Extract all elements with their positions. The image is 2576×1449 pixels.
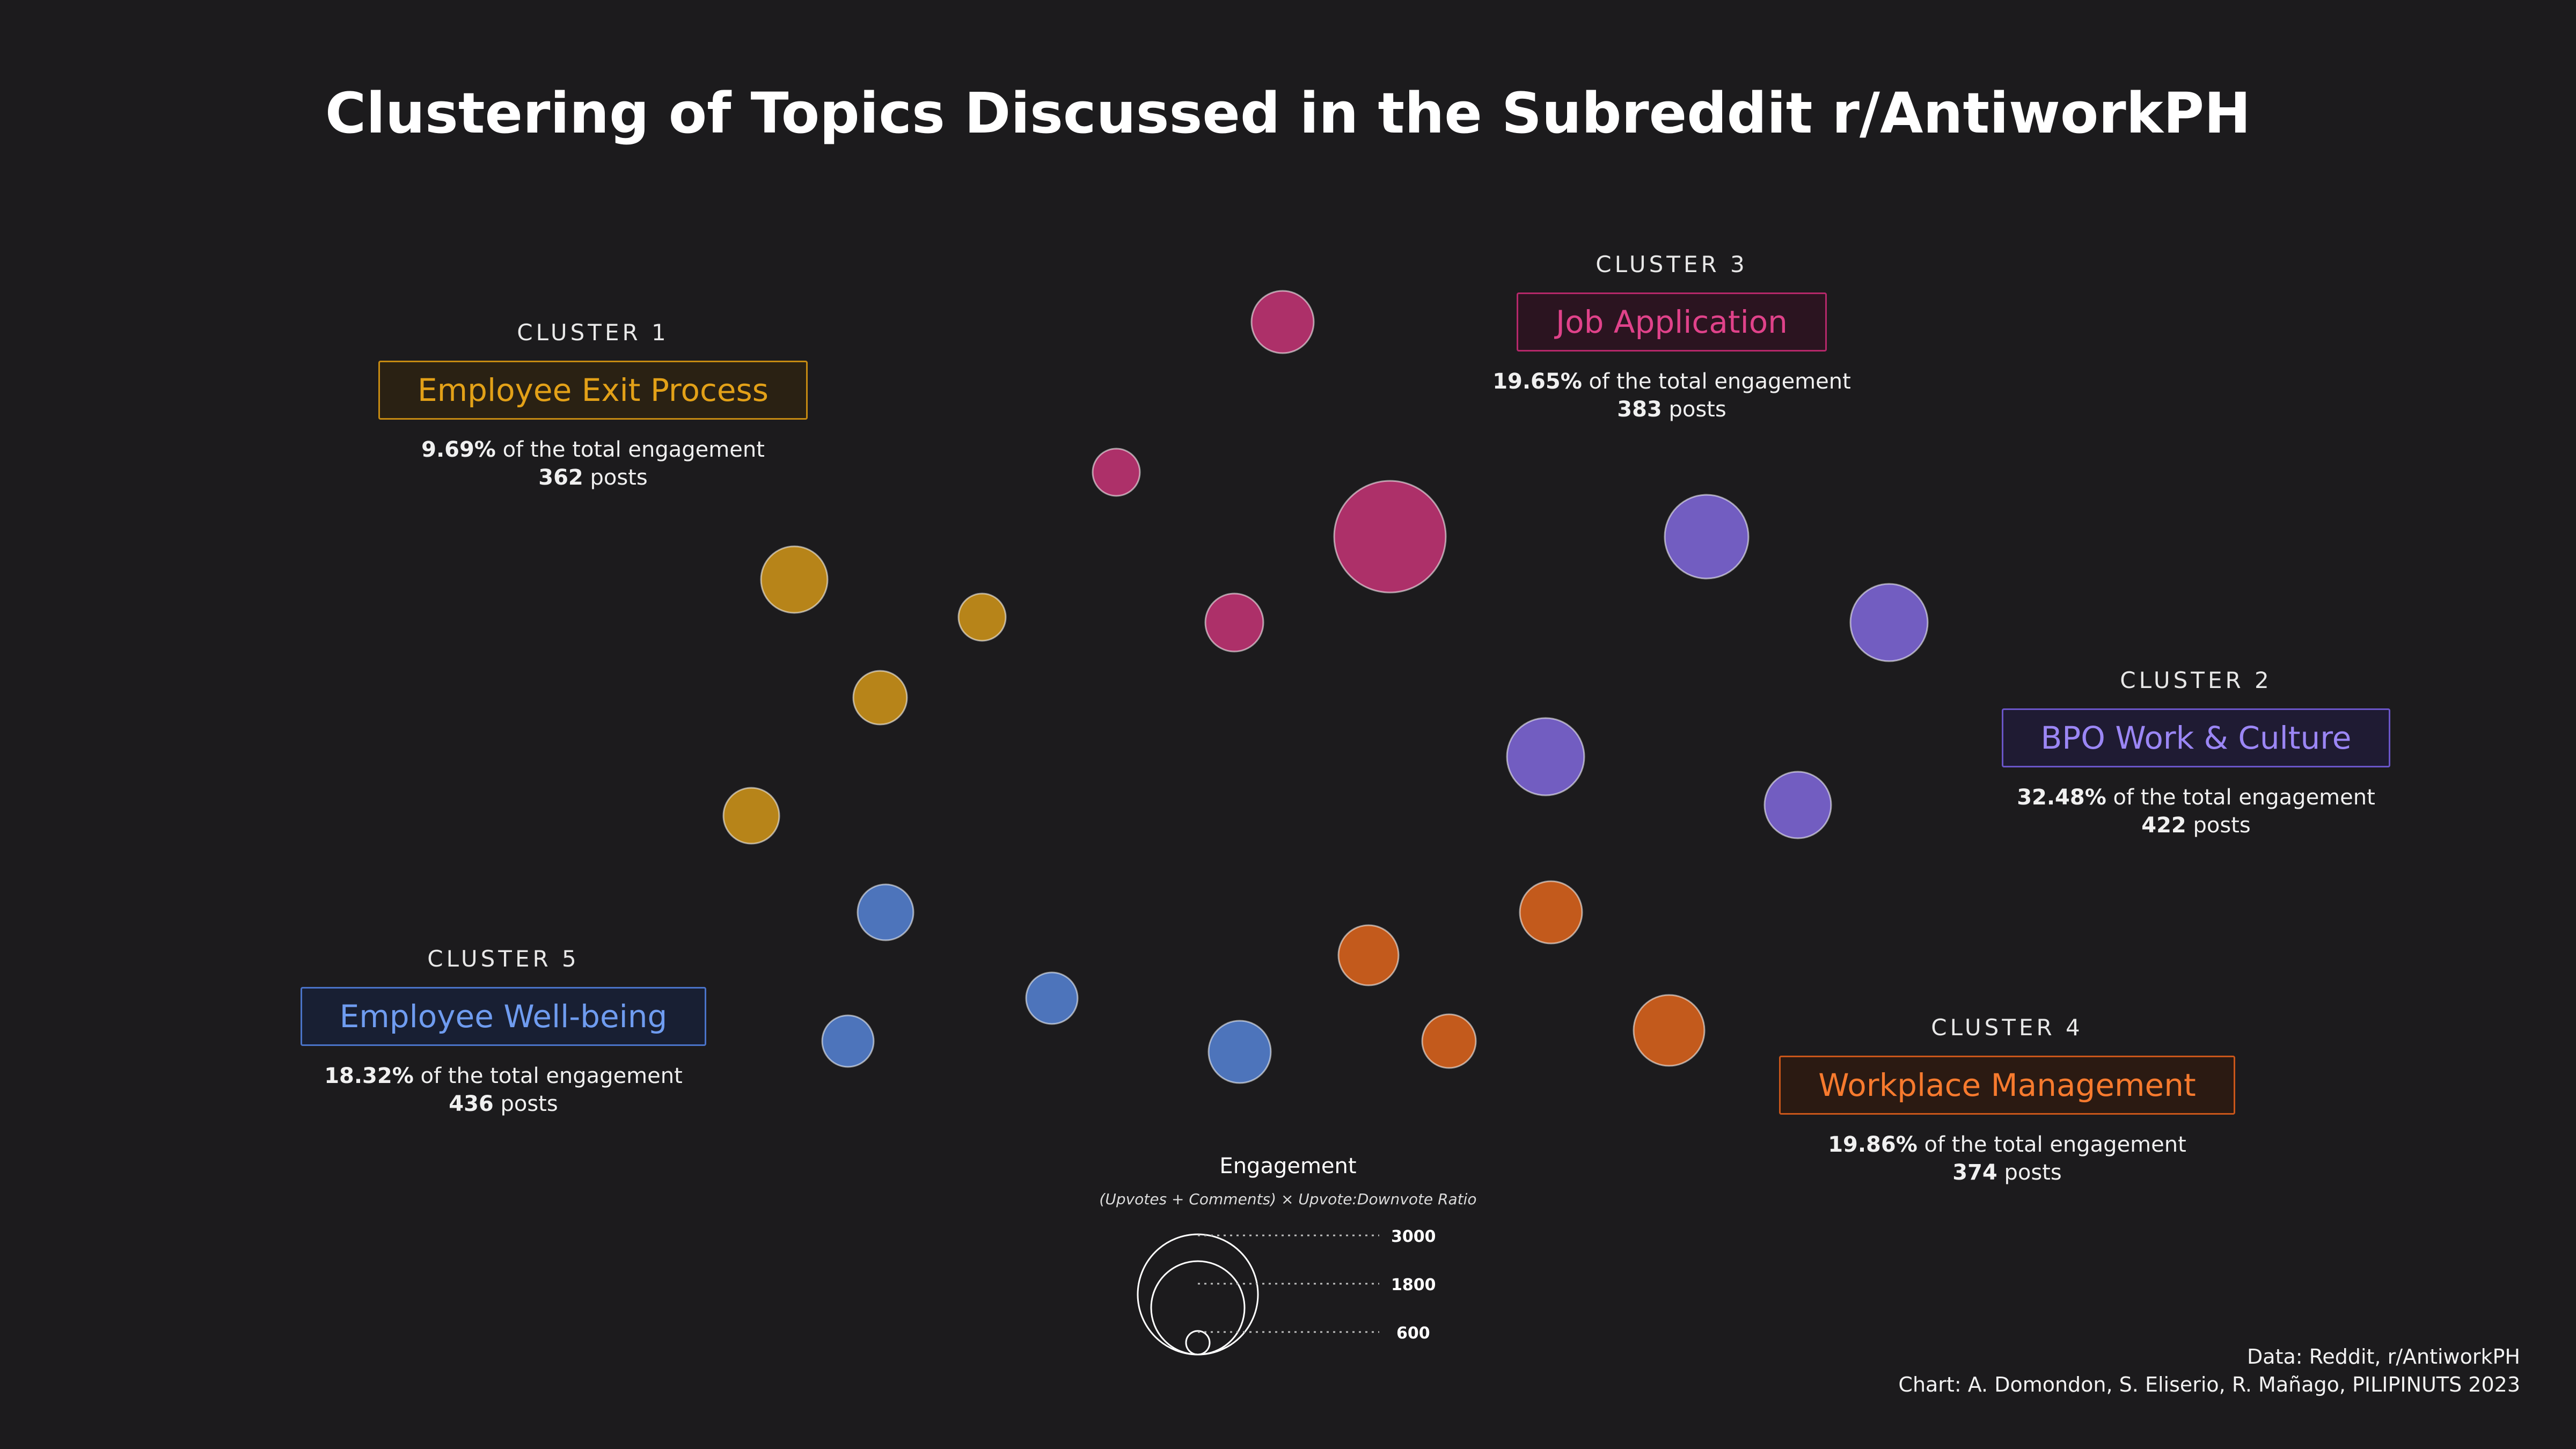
- cluster-1-name: Employee Exit Process: [378, 361, 808, 420]
- cluster-2-bubble-1: [1506, 717, 1585, 796]
- cluster-5-bubble-2: [1025, 971, 1079, 1025]
- cluster-3-bubble-1: [1333, 480, 1447, 594]
- engagement-size-legend: 3000 1800 600: [1137, 1227, 1436, 1356]
- cluster-5-label: CLUSTER 5 Employee Well-being 18.32% of …: [208, 946, 799, 1118]
- cluster-2-label: CLUSTER 2 BPO Work & Culture 32.48% of t…: [1901, 667, 2491, 839]
- cluster-5-bubble-3: [1208, 1020, 1272, 1084]
- legend-subtitle: (Upvotes + Comments) × Upvote:Downvote R…: [1099, 1190, 1477, 1208]
- cluster-3-label: CLUSTER 3 Job Application 19.65% of the …: [1377, 251, 1967, 423]
- cluster-2-name: BPO Work & Culture: [2001, 708, 2391, 767]
- cluster-1-bubble-1: [760, 545, 829, 614]
- cluster-4-bubble-4: [1421, 1013, 1477, 1069]
- cluster-3-share: 19.65%: [1492, 369, 1582, 394]
- cluster-5-share: 18.32%: [324, 1064, 414, 1088]
- cluster-4-stats: 19.86% of the total engagement 374 posts: [1828, 1132, 2186, 1185]
- cluster-4-bubble-1: [1337, 924, 1400, 986]
- cluster-2-kicker: CLUSTER 2: [2120, 667, 2272, 693]
- cluster-5-bubble-4: [821, 1014, 875, 1068]
- cluster-5-name: Employee Well-being: [300, 987, 707, 1046]
- cluster-2-stats: 32.48% of the total engagement 422 posts: [2017, 785, 2375, 838]
- cluster-1-stats: 9.69% of the total engagement 362 posts: [421, 437, 765, 490]
- cluster-4-share: 19.86%: [1828, 1132, 1918, 1157]
- cluster-2-bubble-4: [1763, 771, 1832, 839]
- cluster-2-bubble-3: [1849, 583, 1929, 662]
- legend-value-small: 600: [1396, 1324, 1430, 1343]
- cluster-3-kicker: CLUSTER 3: [1596, 251, 1748, 277]
- chart-title: Clustering of Topics Discussed in the Su…: [325, 80, 2251, 146]
- cluster-3-bubble-4: [1092, 448, 1141, 497]
- cluster-2-share: 32.48%: [2017, 785, 2106, 810]
- data-source-credit: Data: Reddit, r/AntiworkPH: [2247, 1345, 2520, 1368]
- cluster-4-name: Workplace Management: [1779, 1056, 2235, 1115]
- cluster-1-posts: 362: [538, 465, 583, 490]
- cluster-2-bubble-2: [1664, 494, 1750, 580]
- cluster-3-stats: 19.65% of the total engagement 383 posts: [1492, 369, 1851, 422]
- cluster-2-posts: 422: [2141, 813, 2186, 838]
- cluster-5-kicker: CLUSTER 5: [427, 946, 580, 972]
- legend-title: Engagement: [1219, 1154, 1357, 1179]
- cluster-5-stats: 18.32% of the total engagement 436 posts: [324, 1064, 683, 1116]
- chart-author-credit: Chart: A. Domondon, S. Eliserio, R. Maña…: [1898, 1373, 2520, 1396]
- legend-value-medium: 1800: [1391, 1276, 1436, 1294]
- cluster-4-kicker: CLUSTER 4: [1931, 1014, 2083, 1041]
- legend-circle-small: [1185, 1330, 1211, 1356]
- legend-value-large: 3000: [1391, 1227, 1436, 1246]
- cluster-3-name: Job Application: [1517, 292, 1827, 352]
- cluster-3-bubble-3: [1204, 592, 1264, 653]
- cluster-5-bubble-1: [857, 883, 914, 941]
- cluster-1-kicker: CLUSTER 1: [517, 319, 669, 346]
- cluster-5-posts: 436: [449, 1092, 494, 1116]
- cluster-4-bubble-2: [1519, 880, 1583, 945]
- cluster-4-label: CLUSTER 4 Workplace Management 19.86% of…: [1712, 1014, 2302, 1187]
- cluster-1-bubble-3: [957, 592, 1007, 642]
- legend-circle-large: [1137, 1233, 1259, 1356]
- cluster-4-bubble-3: [1633, 994, 1706, 1067]
- cluster-1-bubble-2: [852, 670, 908, 726]
- cluster-3-bubble-2: [1250, 290, 1315, 354]
- cluster-3-posts: 383: [1617, 397, 1662, 422]
- legend-circle-medium: [1150, 1260, 1246, 1356]
- cluster-1-share: 9.69%: [421, 437, 496, 462]
- cluster-1-bubble-4: [722, 787, 780, 845]
- cluster-1-label: CLUSTER 1 Employee Exit Process 9.69% of…: [298, 319, 888, 492]
- cluster-4-posts: 374: [1952, 1160, 1997, 1185]
